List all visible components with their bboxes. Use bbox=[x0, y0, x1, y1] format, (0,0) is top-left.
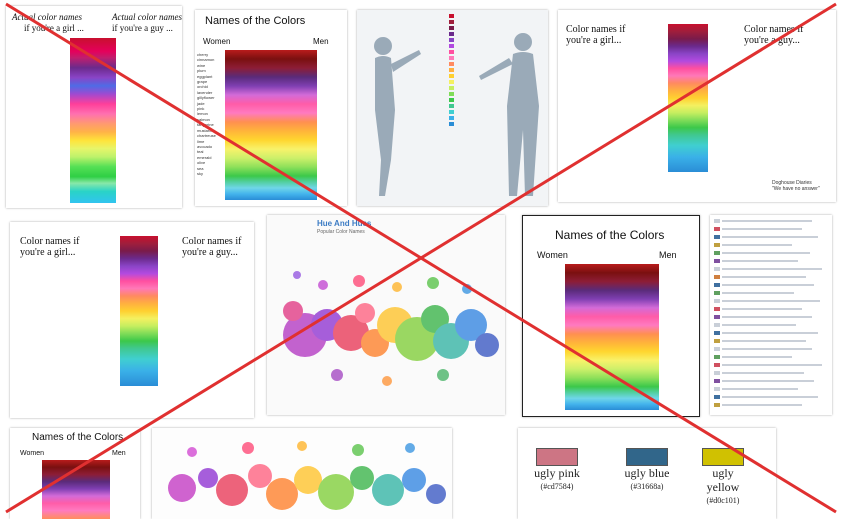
swatch-ugly-blue bbox=[626, 448, 668, 466]
tile-bubble-chart-2[interactable] bbox=[152, 428, 452, 519]
tile-bubble-chart[interactable]: Hue And Hues Popular Color Names bbox=[267, 215, 505, 415]
swatch-ugly-pink-name: ugly pink bbox=[534, 466, 580, 480]
tile-color-names-girl-guy[interactable]: Color names if you're a girl... Color na… bbox=[10, 222, 254, 418]
comment-list bbox=[714, 219, 822, 407]
swatch-ugly-yellow-name-2: yellow bbox=[706, 480, 740, 494]
tile-people-illustration[interactable] bbox=[357, 10, 548, 206]
swatch-ugly-yellow-name-1: ugly bbox=[712, 466, 734, 480]
girl-title-2: if you're a girl ... bbox=[24, 23, 84, 33]
tile-actual-color-names[interactable]: Actual color names if you're a girl ... … bbox=[6, 6, 182, 208]
people-illustration bbox=[374, 14, 539, 196]
men-heading: Men bbox=[313, 37, 329, 46]
color-strip bbox=[70, 38, 116, 203]
tile-title: Names of the Colors bbox=[32, 432, 124, 443]
credit-line-2: "We have no answer" bbox=[772, 186, 820, 192]
girl-title: Color names if you're a girl... bbox=[566, 24, 626, 46]
color-strip bbox=[42, 460, 110, 519]
bubble-chart-2 bbox=[168, 441, 446, 510]
tile-names-of-colors-3[interactable]: Names of the Colors Women Men bbox=[10, 428, 140, 519]
tile-doghouse-diaries[interactable]: Color names if you're a girl... Color na… bbox=[558, 10, 836, 202]
men-heading: Men bbox=[112, 450, 126, 457]
tile-names-of-colors-2[interactable]: Names of the Colors Women Men bbox=[522, 215, 700, 417]
women-color-labels: cherry cinnamon wine plum eggplant grape orchi… bbox=[197, 52, 216, 176]
women-heading: Women bbox=[20, 450, 44, 457]
swatch-ugly-pink bbox=[536, 448, 578, 466]
tile-comment-list[interactable] bbox=[710, 215, 832, 415]
tile-ugly-swatches[interactable]: ugly pink (#cd7584) ugly blue (#31668a) … bbox=[518, 428, 776, 519]
women-heading: Women bbox=[203, 37, 231, 46]
guy-title-1: Actual color names bbox=[112, 12, 182, 22]
guy-title: Color names if you're a guy... bbox=[744, 24, 804, 46]
color-strip bbox=[565, 264, 659, 410]
guy-title-2: if you're a guy ... bbox=[112, 23, 173, 33]
guy-title: Color names if you're a guy... bbox=[182, 236, 242, 258]
color-strip bbox=[668, 24, 708, 172]
girl-title-1: Actual color names bbox=[12, 12, 82, 22]
men-heading: Men bbox=[659, 250, 677, 260]
swatch-ugly-yellow bbox=[702, 448, 744, 466]
color-strip bbox=[225, 50, 317, 200]
tile-title: Names of the Colors bbox=[205, 15, 306, 27]
girl-title: Color names if you're a girl... bbox=[20, 236, 80, 258]
swatch-ugly-pink-hex: (#cd7584) bbox=[540, 482, 574, 491]
swatch-ugly-blue-name: ugly blue bbox=[624, 466, 670, 480]
credit: Doghouse Diaries "We have no answer" bbox=[772, 180, 820, 192]
tile-names-of-colors-1[interactable]: Names of the Colors Women Men cherry cinn… bbox=[195, 10, 347, 206]
swatch-ugly-yellow-hex: (#d0c101) bbox=[706, 496, 740, 505]
women-heading: Women bbox=[537, 250, 568, 260]
bubble-chart bbox=[283, 271, 499, 386]
tile-title: Names of the Colors bbox=[555, 228, 665, 242]
color-strip bbox=[120, 236, 158, 386]
swatch-ugly-blue-hex: (#31668a) bbox=[630, 482, 664, 491]
